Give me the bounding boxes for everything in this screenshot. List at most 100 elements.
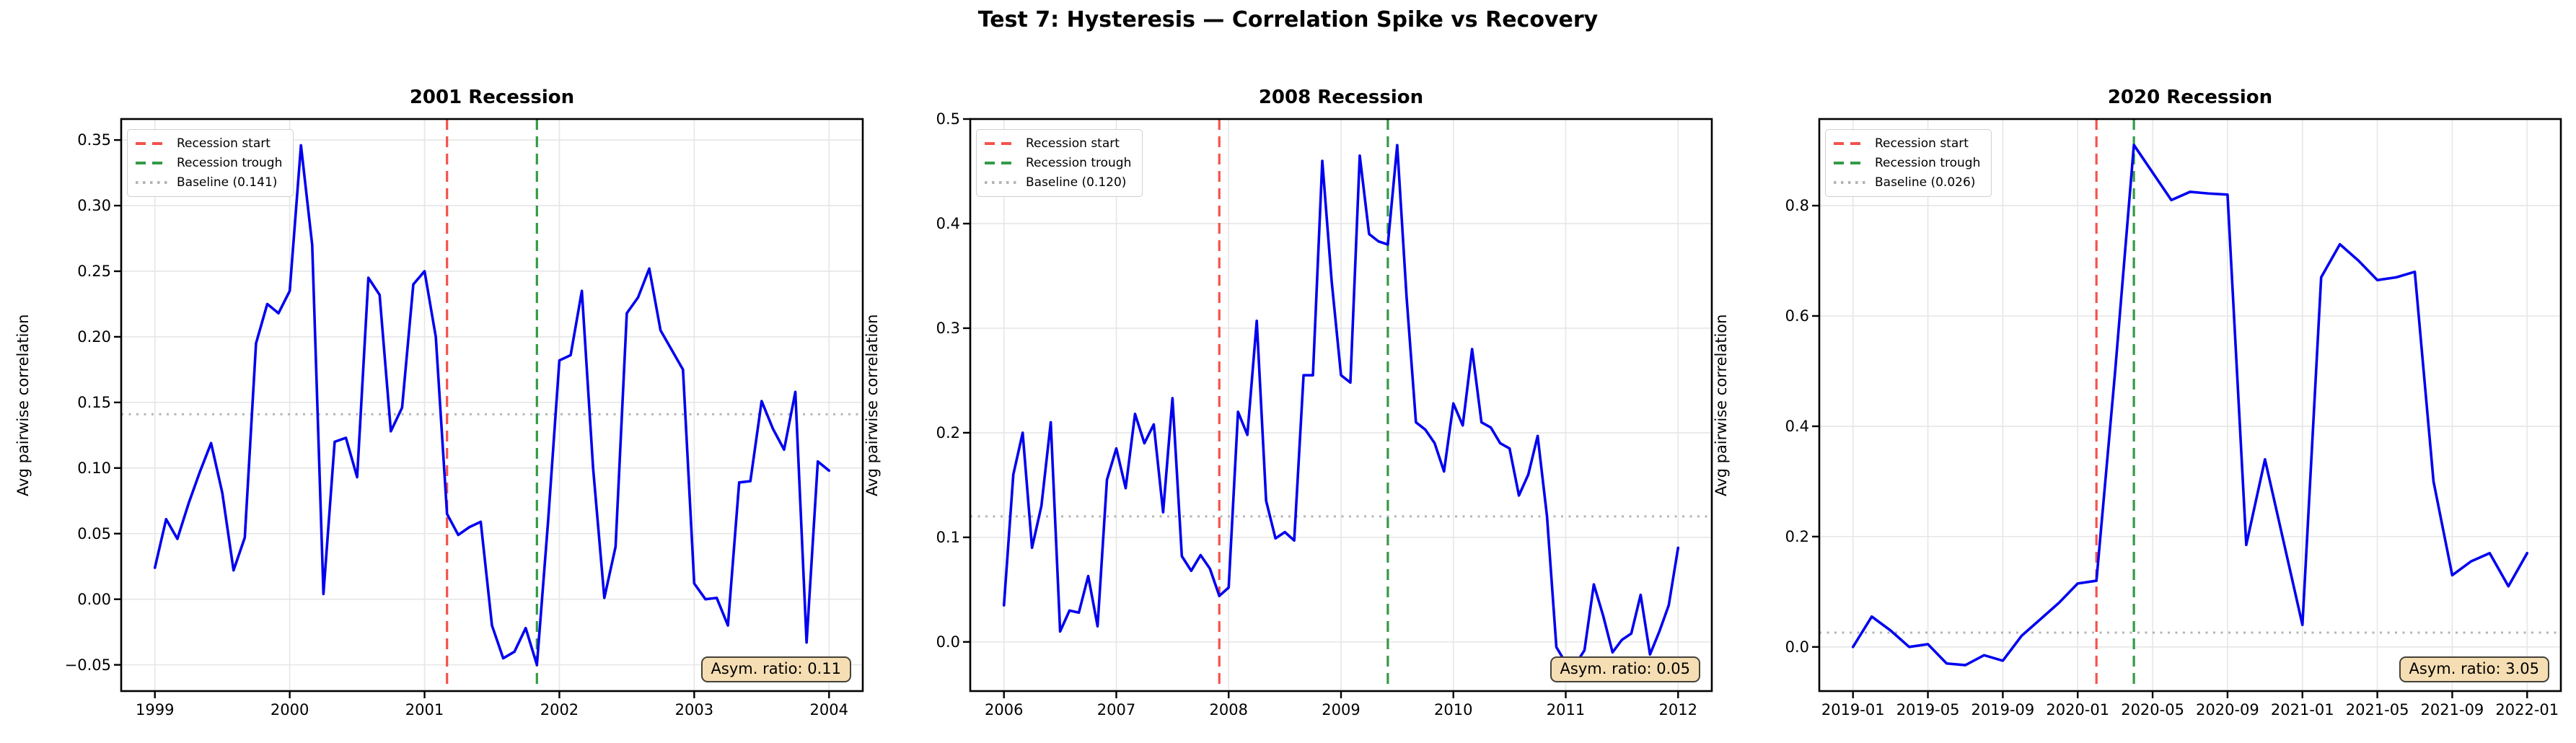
y-tick-label: 0.5 (936, 110, 960, 128)
subplot-2020-recession: 2020 Recession Avg pairwise correlation … (1713, 87, 2562, 718)
subplot-2001-recession: 2001 Recession Avg pairwise correlation … (14, 87, 864, 718)
baseline-line-icon (985, 181, 1016, 184)
y-axis-label: Avg pairwise correlation (863, 314, 881, 496)
recession-start-line-icon (985, 142, 1016, 145)
legend-row: Recession start (1834, 136, 1980, 151)
plot-title: 2020 Recession (2107, 87, 2273, 108)
y-tick-label: 0.2 (1785, 527, 1809, 545)
legend-label: Recession start (1875, 136, 1969, 151)
x-tick-label: 2008 (1209, 701, 1248, 718)
legend-label: Baseline (0.141) (177, 175, 278, 190)
recession-start-line-icon (136, 142, 167, 145)
plot-title: 2008 Recession (1258, 87, 1424, 108)
legend-label: Baseline (0.120) (1026, 175, 1127, 190)
plot-title: 2001 Recession (409, 87, 575, 108)
data-line (1851, 144, 2529, 667)
x-tick-label: 2021-01 (2270, 701, 2334, 718)
y-tick-label: 0.20 (77, 327, 111, 346)
y-axis-ticks: −0.05 0.00 0.05 0.10 0.15 0.20 0.25 0.30 0.35 (42, 119, 121, 691)
legend-label: Baseline (0.026) (1875, 175, 1976, 190)
y-tick-label: 0.0 (1785, 638, 1809, 656)
x-tick-label: 2010 (1434, 701, 1473, 718)
asym-ratio-badge: Asym. ratio: 0.11 (700, 656, 851, 682)
legend-row: Recession start (136, 136, 282, 151)
plot-area (963, 118, 1713, 698)
legend-row: Recession start (985, 136, 1131, 151)
y-tick-label: 0.25 (77, 262, 111, 280)
recession-start-line-icon (1834, 142, 1865, 145)
y-axis-label: Avg pairwise correlation (1713, 314, 1730, 496)
x-tick-label: 2006 (984, 701, 1024, 718)
y-axis-ticks: 0.0 0.2 0.4 0.6 0.8 (1740, 119, 1819, 691)
figure-title: Test 7: Hysteresis — Correlation Spike v… (977, 7, 1599, 32)
legend-label: Recession trough (1875, 156, 1981, 170)
y-tick-label: 0.2 (936, 423, 960, 441)
asym-ratio-badge: Asym. ratio: 3.05 (2399, 656, 2549, 682)
legend-row: Baseline (0.120) (985, 175, 1131, 190)
legend-row: Baseline (0.026) (1834, 175, 1980, 190)
x-tick-label: 2009 (1322, 701, 1360, 718)
x-tick-label: 2020-09 (2196, 701, 2259, 718)
y-tick-label: 0.8 (1785, 197, 1809, 215)
plot-area (114, 118, 864, 698)
x-tick-label: 2019-01 (1821, 701, 1885, 718)
recession-trough-line-icon (136, 162, 167, 164)
y-axis-label: Avg pairwise correlation (14, 314, 32, 496)
x-axis-ticks: 2019-01 2019-05 2019-09 2020-01 2020-05 2020-… (1819, 691, 2561, 724)
legend: Recession start Recession trough Baselin… (1825, 129, 1992, 197)
x-tick-label: 2021-05 (2345, 701, 2409, 718)
legend: Recession start Recession trough Baselin… (127, 129, 294, 197)
legend-row: Recession trough (136, 156, 282, 170)
legend-row: Recession trough (985, 156, 1131, 170)
x-tick-label: 2011 (1546, 701, 1586, 718)
y-tick-label: 0.3 (936, 319, 960, 337)
legend-label: Recession trough (1026, 156, 1132, 170)
x-tick-label: 2001 (405, 701, 444, 718)
baseline-line-icon (136, 181, 167, 184)
asym-ratio-badge: Asym. ratio: 0.05 (1549, 656, 1700, 682)
x-tick-label: 1999 (135, 701, 175, 718)
y-tick-label: 0.15 (77, 393, 111, 411)
recession-trough-line-icon (1834, 162, 1865, 164)
recession-trough-line-icon (985, 162, 1016, 164)
y-tick-label: 0.0 (936, 633, 960, 651)
x-tick-label: 2020-01 (2046, 701, 2110, 718)
x-tick-label: 2020-05 (2121, 701, 2184, 718)
legend-row: Baseline (0.141) (136, 175, 282, 190)
x-axis-ticks: 2006 2007 2008 2009 2010 2011 2012 (970, 691, 1712, 724)
x-tick-label: 2004 (809, 701, 848, 718)
y-tick-label: −0.05 (64, 656, 111, 674)
x-tick-label: 2012 (1658, 701, 1697, 718)
x-tick-label: 2019-09 (1971, 701, 2035, 718)
y-tick-label: 0.30 (77, 197, 111, 215)
legend-row: Recession trough (1834, 156, 1980, 170)
legend-label: Recession trough (177, 156, 283, 170)
y-tick-label: 0.6 (1785, 307, 1809, 325)
plot-area (1812, 118, 2562, 698)
x-axis-ticks: 1999 2000 2001 2002 2003 2004 (121, 691, 863, 724)
x-tick-label: 2003 (674, 701, 714, 718)
x-tick-label: 2002 (540, 701, 579, 718)
x-tick-label: 2022-01 (2495, 701, 2559, 718)
axes-spines (1818, 118, 2562, 693)
y-tick-label: 0.05 (77, 524, 111, 542)
y-tick-label: 0.1 (936, 528, 960, 546)
x-tick-label: 2000 (270, 701, 309, 718)
x-tick-label: 2021-09 (2420, 701, 2484, 718)
legend: Recession start Recession trough Baselin… (976, 129, 1143, 197)
legend-label: Recession start (1026, 136, 1120, 151)
x-tick-label: 2019-05 (1896, 701, 1960, 718)
y-tick-label: 0.4 (1785, 417, 1809, 435)
y-axis-ticks: 0.0 0.1 0.2 0.3 0.4 0.5 (891, 110, 970, 691)
subplot-2008-recession: 2008 Recession Avg pairwise correlation … (863, 87, 1713, 718)
data-line (153, 144, 831, 667)
y-tick-label: 0.00 (77, 590, 111, 608)
y-tick-label: 0.35 (77, 131, 111, 149)
legend-label: Recession start (177, 136, 271, 151)
x-tick-label: 2007 (1096, 701, 1136, 718)
axes-spines (120, 118, 864, 693)
baseline-line-icon (1834, 181, 1865, 184)
y-tick-label: 0.4 (936, 214, 960, 232)
y-tick-label: 0.10 (77, 459, 111, 477)
